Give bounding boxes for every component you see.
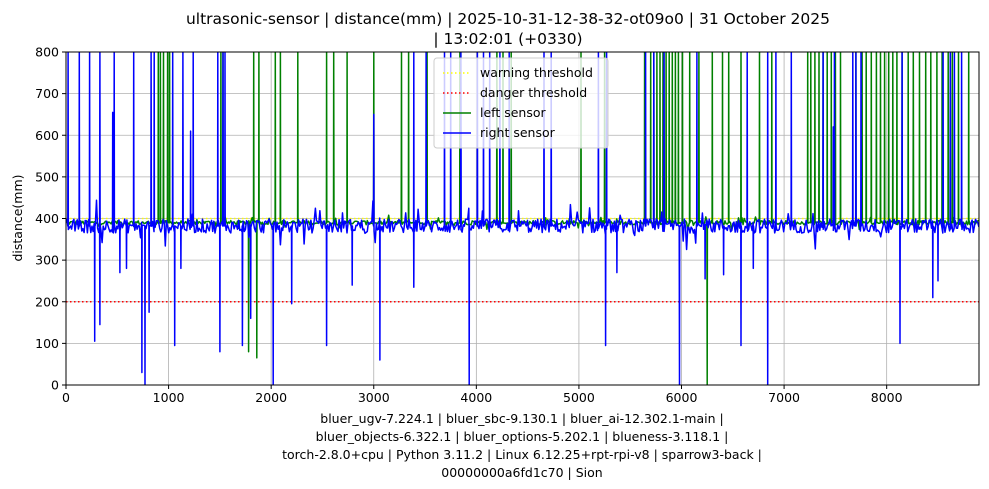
- y-tick-label: 100: [35, 336, 59, 351]
- footer-line-1: bluer_ugv-7.224.1 | bluer_sbc-9.130.1 | …: [320, 411, 723, 426]
- y-tick-label: 0: [51, 378, 59, 393]
- y-tick-label: 500: [35, 169, 59, 184]
- y-tick-label: 300: [35, 253, 59, 268]
- plot-lines: [66, 52, 979, 385]
- x-tick-label: 6000: [666, 390, 698, 405]
- legend-label-danger: danger threshold: [480, 85, 587, 100]
- footer-line-2: bluer_objects-6.322.1 | bluer_options-5.…: [316, 429, 729, 444]
- y-tick-label: 200: [35, 294, 59, 309]
- right-sensor-line: [66, 52, 979, 385]
- x-tick-label: 1000: [153, 390, 185, 405]
- x-tick-label: 0: [62, 390, 70, 405]
- chart-title-line-1: ultrasonic-sensor | distance(mm) | 2025-…: [186, 10, 830, 28]
- y-tick-label: 800: [35, 45, 59, 60]
- footer-line-3: torch-2.8.0+cpu | Python 3.11.2 | Linux …: [282, 447, 762, 462]
- y-tick-label: 600: [35, 128, 59, 143]
- legend-box: [433, 57, 609, 149]
- y-tick-label: 400: [35, 211, 59, 226]
- footer-line-4: 00000000a6fd1c70 | Sion: [441, 465, 602, 480]
- x-tick-label: 8000: [871, 390, 903, 405]
- y-axis-label: distance(mm): [10, 174, 25, 261]
- x-tick-label: 2000: [255, 390, 287, 405]
- legend-label-left-sensor: left sensor: [480, 105, 547, 120]
- chart-title-line-2: | 13:02:01 (+0330): [433, 30, 582, 48]
- axis-ticks: 0 1000 2000 3000 4000 5000 6000 7000 8000 0 100 200…: [35, 45, 902, 406]
- legend-label-warning: warning threshold: [480, 65, 593, 80]
- legend-label-right-sensor: right sensor: [480, 125, 556, 140]
- y-tick-label: 700: [35, 86, 59, 101]
- legend: warning threshold danger threshold left …: [433, 57, 609, 149]
- x-tick-label: 4000: [460, 390, 492, 405]
- x-tick-label: 7000: [768, 390, 800, 405]
- x-tick-label: 5000: [563, 390, 595, 405]
- x-tick-label: 3000: [358, 390, 390, 405]
